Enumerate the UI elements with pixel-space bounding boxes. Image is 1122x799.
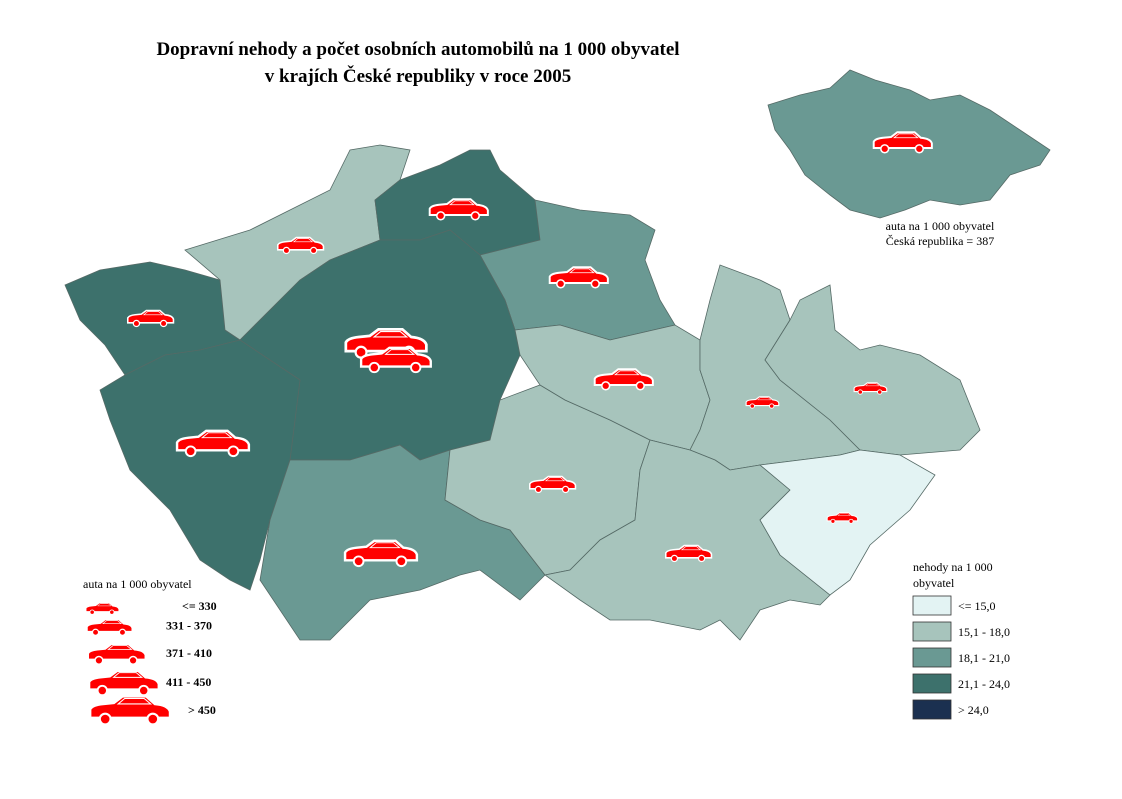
legend-label: 21,1 - 24,0 — [958, 677, 1010, 691]
accident-legend-title: obyvatel — [913, 576, 955, 590]
legend-label: <= 330 — [182, 599, 217, 613]
legend-label: > 450 — [188, 703, 216, 717]
legend-car — [86, 618, 134, 637]
legend-label: <= 15,0 — [958, 599, 996, 613]
region — [759, 449, 936, 596]
legend-label: 15,1 - 18,0 — [958, 625, 1010, 639]
legend-swatch — [912, 595, 952, 616]
title: v krajích České republiky v roce 2005 — [265, 65, 571, 87]
inset-note: Česká republika = 387 — [886, 234, 994, 248]
regions — [64, 69, 1051, 641]
legend-label: 331 - 370 — [166, 618, 212, 632]
legend-label: 411 - 450 — [166, 675, 211, 689]
legend-label: > 24,0 — [958, 703, 989, 717]
accident-legend-title: nehody na 1 000 — [913, 560, 993, 574]
legend-swatch — [912, 699, 952, 720]
region — [259, 444, 546, 641]
legend-car — [85, 602, 120, 615]
legend-swatch — [912, 647, 952, 668]
title: Dopravní nehody a počet osobních automob… — [156, 39, 679, 60]
inset-note: auta na 1 000 obyvatel — [886, 219, 995, 233]
region — [544, 439, 831, 641]
car-legend-title: auta na 1 000 obyvatel — [83, 577, 192, 591]
legend-car — [87, 643, 147, 666]
legend-swatch — [912, 673, 952, 694]
legend-car — [88, 694, 172, 726]
region — [99, 339, 301, 591]
accident-legend: <= 15,0 15,1 - 18,0 18,1 - 21,0 21,1 - 24,0… — [912, 595, 1010, 720]
legend-swatch — [912, 621, 952, 642]
region — [764, 284, 981, 456]
legend-label: 18,1 - 21,0 — [958, 651, 1010, 665]
car-legend: <= 330 331 - 370 371 - 410 411 - 450 > 450 — [85, 599, 217, 726]
legend-label: 371 - 410 — [166, 646, 212, 660]
legend-car — [87, 669, 160, 697]
